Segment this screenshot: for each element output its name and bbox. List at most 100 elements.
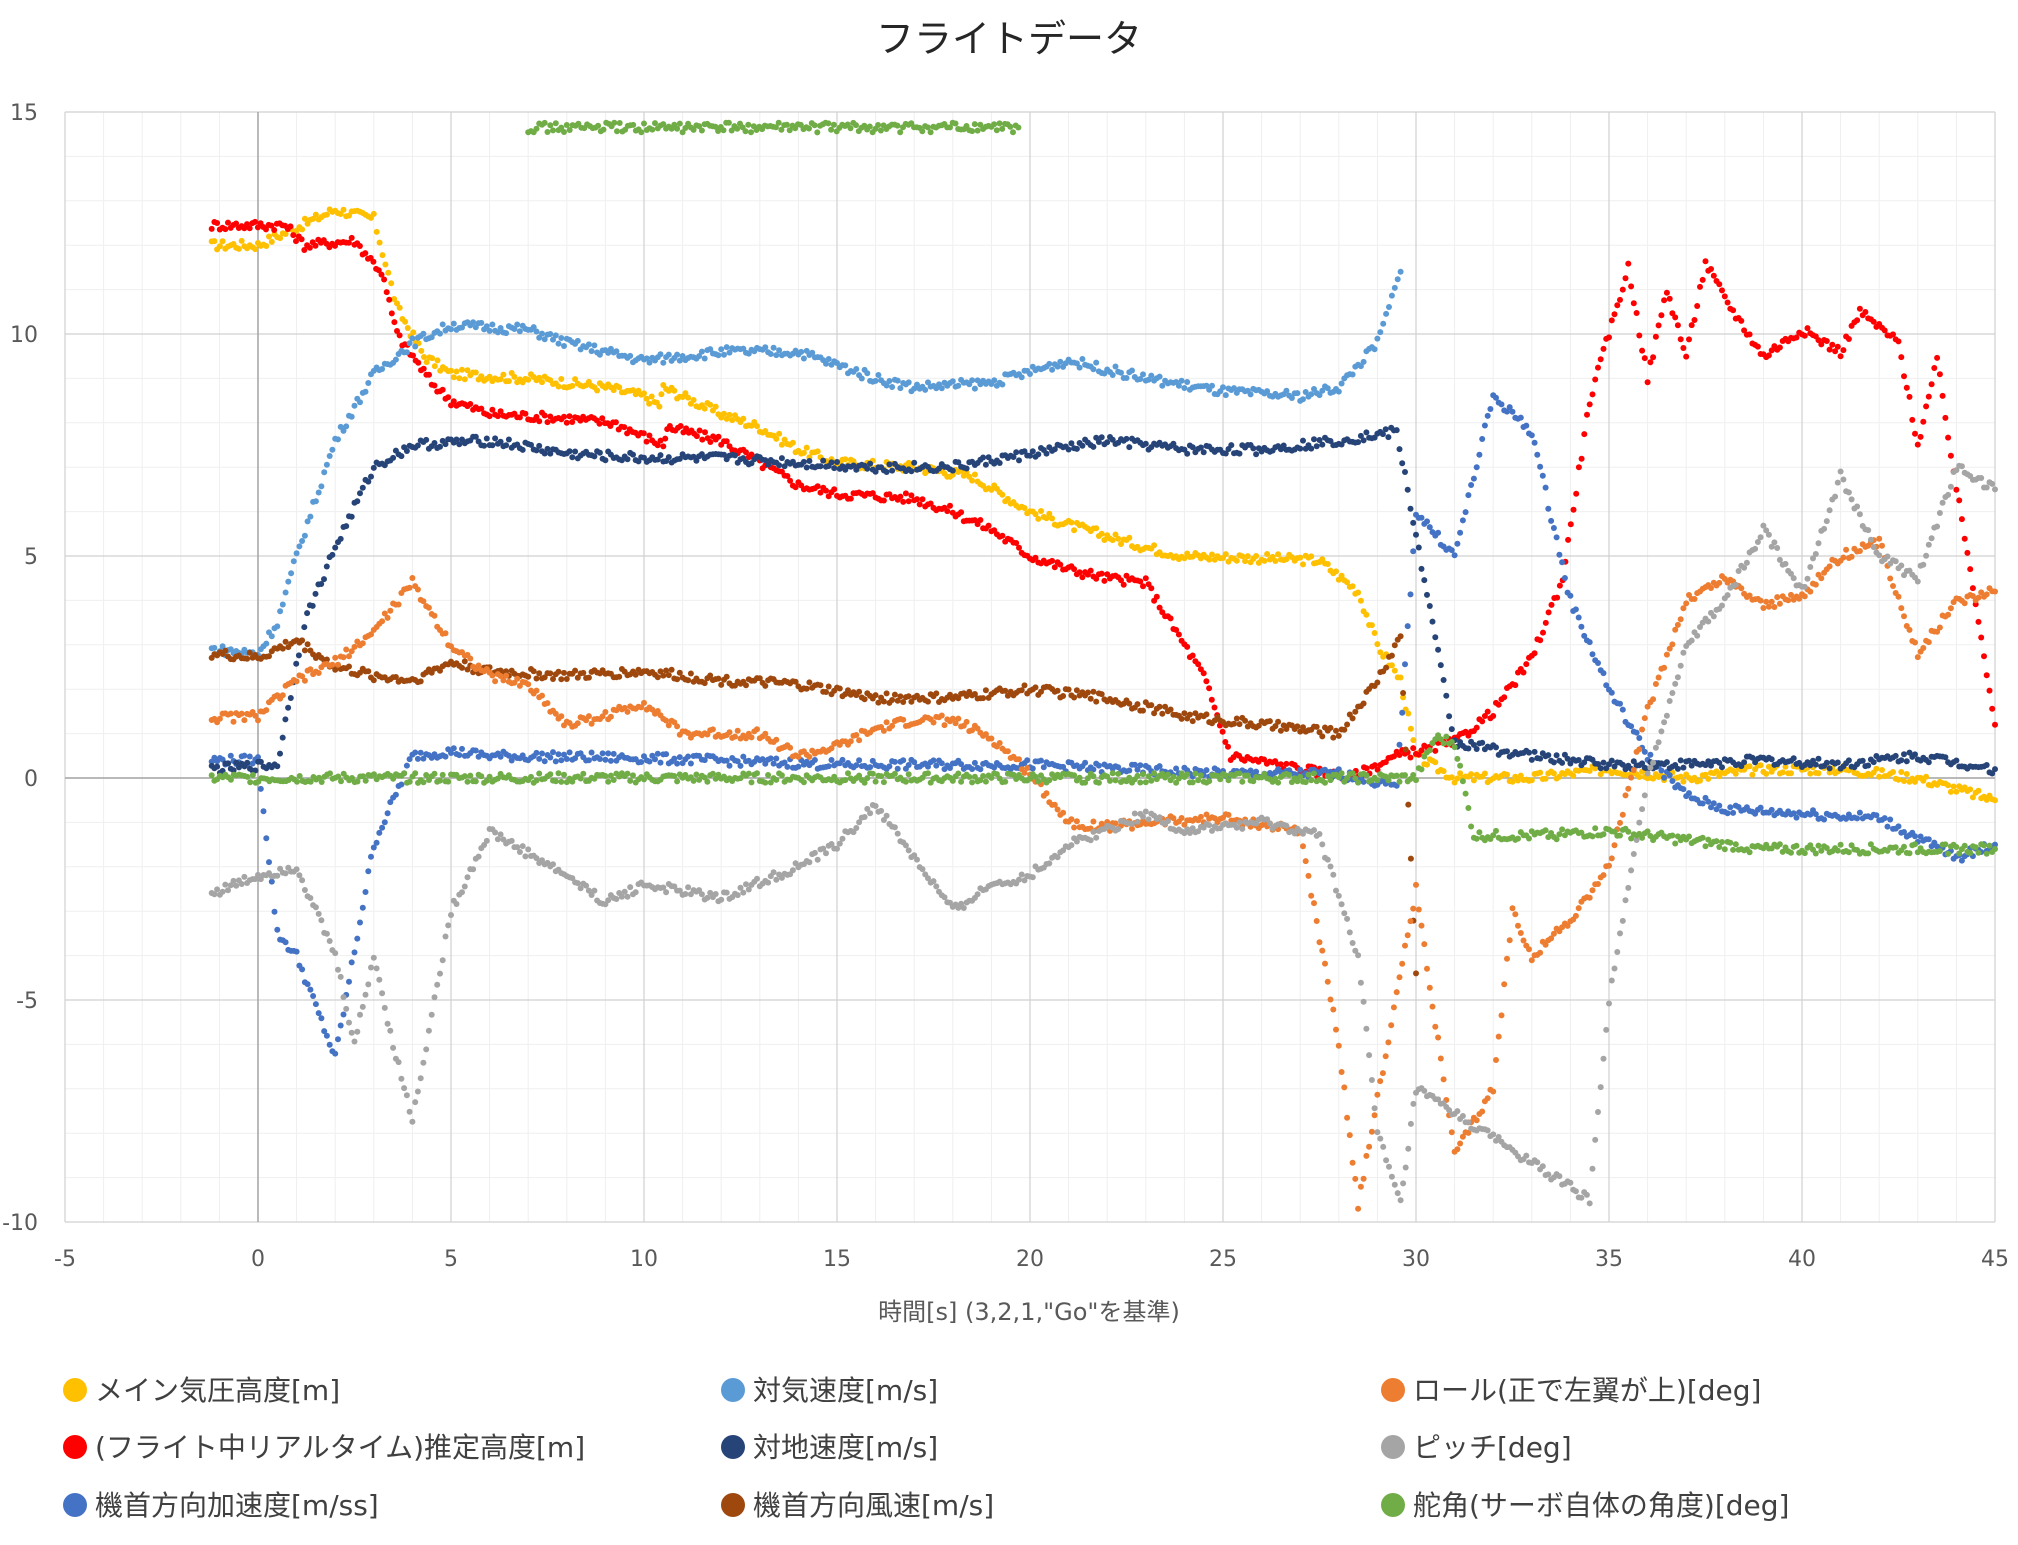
data-point bbox=[624, 893, 631, 900]
data-point bbox=[596, 449, 603, 456]
data-point bbox=[277, 750, 283, 757]
data-point bbox=[1222, 739, 1229, 745]
data-point bbox=[982, 461, 989, 468]
data-point bbox=[1156, 703, 1163, 710]
data-point bbox=[260, 808, 267, 815]
data-point bbox=[1057, 561, 1064, 568]
data-point bbox=[459, 664, 465, 671]
data-point bbox=[544, 419, 551, 426]
data-point bbox=[1175, 631, 1182, 638]
data-point bbox=[1746, 592, 1753, 599]
data-point bbox=[1504, 771, 1510, 778]
data-point bbox=[1732, 770, 1739, 777]
data-point bbox=[1515, 777, 1521, 784]
data-point bbox=[1457, 1140, 1464, 1147]
data-point bbox=[1663, 651, 1670, 658]
data-point bbox=[370, 677, 377, 684]
data-point bbox=[406, 1108, 413, 1115]
data-point bbox=[1490, 1131, 1497, 1138]
data-point bbox=[1156, 763, 1163, 770]
data-point bbox=[1595, 761, 1601, 767]
data-point bbox=[1145, 816, 1152, 823]
data-point bbox=[607, 757, 614, 764]
data-point bbox=[354, 498, 361, 505]
data-point bbox=[1661, 664, 1668, 671]
data-point bbox=[1112, 820, 1119, 827]
data-point bbox=[442, 441, 449, 448]
data-point bbox=[1567, 1179, 1574, 1186]
data-point bbox=[519, 843, 526, 850]
data-point bbox=[1523, 661, 1530, 668]
data-point bbox=[1454, 1108, 1461, 1115]
data-point bbox=[707, 672, 714, 679]
data-point bbox=[1666, 698, 1673, 704]
data-point bbox=[219, 888, 226, 895]
data-point bbox=[806, 679, 813, 686]
data-point bbox=[544, 700, 551, 707]
data-point bbox=[1440, 677, 1447, 683]
data-point bbox=[1934, 523, 1941, 530]
data-point bbox=[1843, 546, 1850, 553]
data-point bbox=[671, 755, 678, 762]
data-point bbox=[864, 465, 871, 472]
data-point bbox=[1178, 377, 1185, 384]
data-point bbox=[525, 673, 532, 680]
data-point bbox=[1071, 694, 1078, 701]
data-point bbox=[1247, 767, 1254, 774]
data-point bbox=[1410, 905, 1417, 912]
data-point bbox=[1528, 432, 1535, 439]
data-point bbox=[475, 753, 482, 760]
data-point bbox=[1903, 384, 1910, 391]
data-point bbox=[489, 672, 496, 679]
data-point bbox=[787, 744, 794, 751]
data-point bbox=[1945, 611, 1952, 618]
data-point bbox=[1060, 693, 1067, 699]
data-point bbox=[1942, 754, 1949, 761]
data-point bbox=[351, 1038, 358, 1045]
data-point bbox=[1418, 747, 1425, 754]
data-point bbox=[1619, 706, 1626, 713]
data-point bbox=[1394, 276, 1401, 283]
data-point bbox=[1330, 1006, 1337, 1013]
series-1 bbox=[208, 218, 1998, 783]
data-point bbox=[1098, 530, 1105, 537]
data-point bbox=[1699, 800, 1706, 807]
data-point bbox=[1322, 960, 1328, 967]
data-point bbox=[632, 671, 639, 678]
data-point bbox=[1137, 578, 1144, 585]
data-point bbox=[1082, 759, 1089, 766]
data-point bbox=[1832, 348, 1839, 355]
data-point bbox=[891, 824, 898, 831]
data-point bbox=[406, 584, 413, 591]
data-point bbox=[1402, 469, 1408, 475]
data-point bbox=[933, 883, 940, 890]
data-point bbox=[1123, 435, 1130, 442]
data-point bbox=[1305, 872, 1312, 879]
data-point bbox=[1509, 778, 1516, 785]
data-point bbox=[227, 776, 234, 783]
data-point bbox=[1140, 583, 1146, 590]
data-point bbox=[925, 698, 931, 705]
data-point bbox=[687, 670, 694, 677]
data-point bbox=[683, 425, 690, 432]
data-point bbox=[390, 775, 397, 782]
data-point bbox=[1233, 715, 1240, 722]
data-point bbox=[1087, 695, 1094, 702]
data-point bbox=[754, 726, 760, 733]
data-point bbox=[442, 753, 449, 760]
data-point bbox=[872, 692, 879, 699]
data-point bbox=[1211, 704, 1218, 711]
data-point bbox=[299, 673, 306, 680]
data-point bbox=[530, 668, 537, 675]
data-point bbox=[734, 758, 741, 765]
data-point bbox=[955, 695, 962, 702]
data-point bbox=[1567, 521, 1574, 528]
data-point bbox=[453, 901, 460, 907]
data-point bbox=[897, 385, 904, 392]
data-point bbox=[632, 889, 639, 896]
data-point bbox=[1288, 395, 1295, 401]
data-point bbox=[516, 414, 523, 421]
data-point bbox=[902, 490, 909, 497]
data-point bbox=[1164, 818, 1171, 825]
data-point bbox=[1680, 605, 1687, 612]
